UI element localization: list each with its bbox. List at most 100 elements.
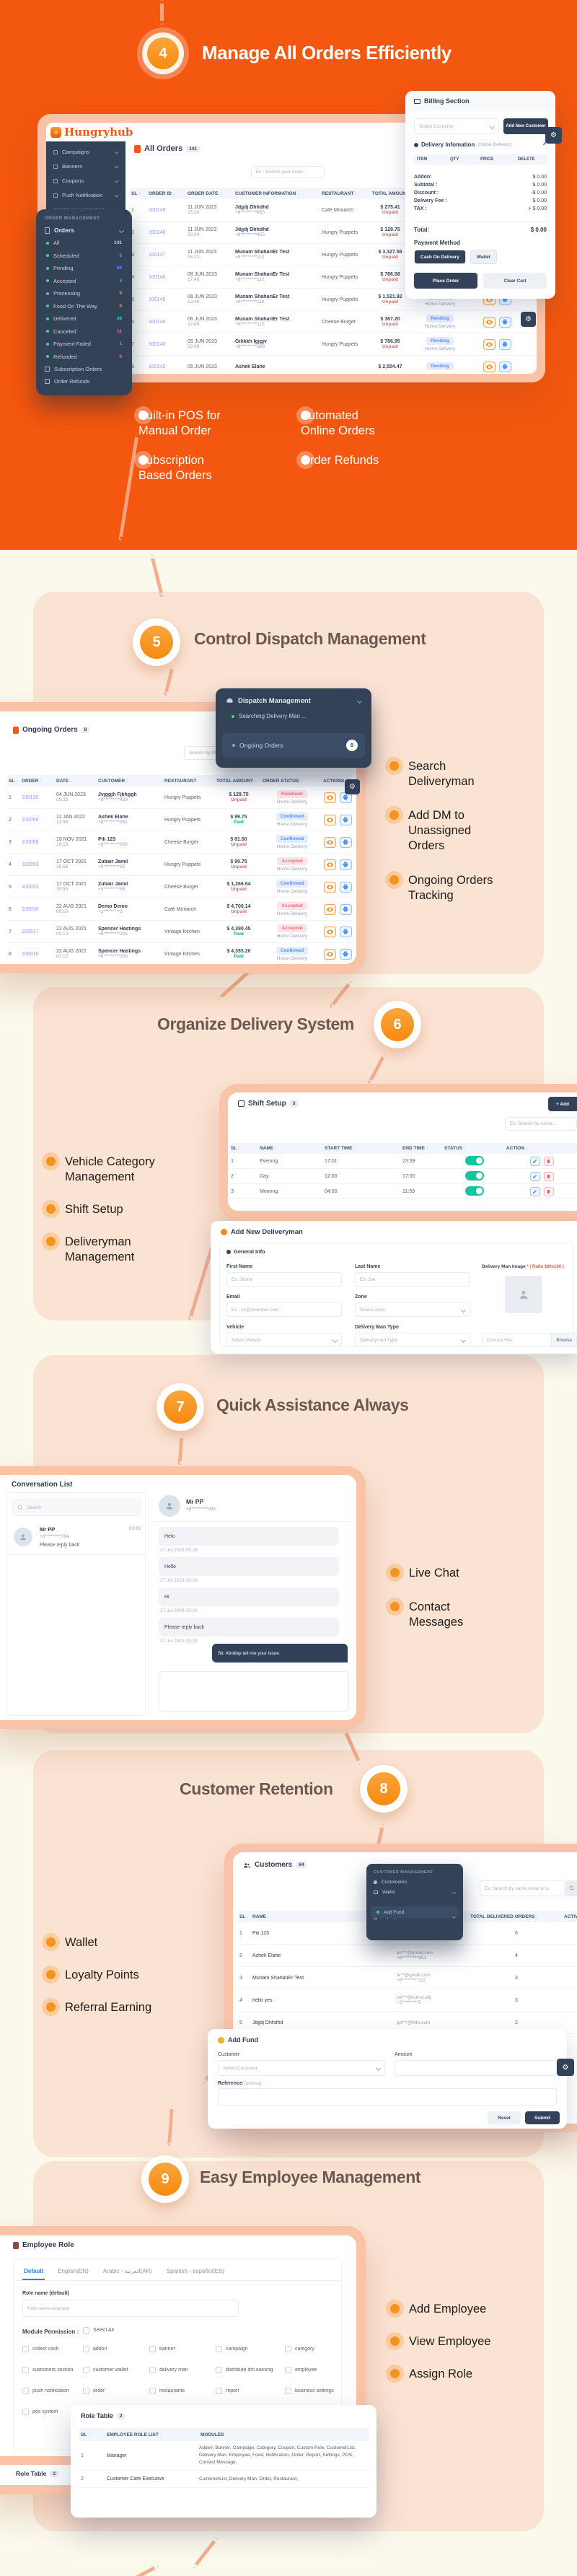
deliveryman-type-select[interactable]: Deliveryman Type	[355, 1333, 470, 1347]
print-order-button[interactable]	[339, 836, 352, 848]
view-order-button[interactable]	[323, 859, 336, 870]
chat-reply-input[interactable]	[159, 1671, 349, 1712]
column-header[interactable]: ORDER STATUS	[261, 779, 322, 784]
print-order-button[interactable]	[339, 903, 352, 915]
order-id-link[interactable]: 100145	[149, 297, 166, 302]
permission-checkbox[interactable]: campaign	[216, 2346, 285, 2352]
view-order-button[interactable]	[323, 881, 336, 893]
order-id-link[interactable]: 100130	[22, 794, 39, 800]
sidebar-item[interactable]: Campaigns	[53, 149, 119, 155]
order-id-link[interactable]: 100053	[22, 862, 39, 867]
reset-button[interactable]: Reset	[488, 2111, 521, 2124]
order-id-link[interactable]: 100146	[149, 274, 166, 280]
ongoing-row[interactable]: 3 100056 15 NOV 2021 16:15 Pili 123 +8****…	[7, 831, 352, 854]
column-header[interactable]: ORDER DATE	[186, 191, 234, 196]
order-id-link[interactable]: 100016	[22, 951, 39, 957]
permission-checkbox[interactable]: restaurants	[149, 2388, 216, 2394]
order-id-link[interactable]: 100147	[149, 252, 166, 258]
edit-button[interactable]	[529, 1156, 540, 1166]
order-id-link[interactable]: 100148	[149, 229, 166, 235]
permission-checkbox[interactable]: employee	[285, 2367, 335, 2373]
print-order-button[interactable]	[498, 361, 511, 372]
customer-row[interactable]: 4 hello yes he***@kdmd.ddj +2*********5 3	[238, 1989, 577, 2012]
dispatch-item-searching[interactable]: Searching Delivery Man ...	[216, 705, 371, 719]
language-tab[interactable]: Spanish - español(ES)	[166, 2268, 224, 2274]
zone-select[interactable]: Select Zone	[355, 1302, 470, 1317]
column-header[interactable]: RESTAURANT	[163, 779, 215, 784]
print-order-button[interactable]	[498, 316, 511, 328]
delete-button[interactable]	[543, 1156, 554, 1166]
role-name-input[interactable]: Role name example	[22, 2300, 239, 2317]
menu-item-add-fund[interactable]: Add Fund	[371, 1906, 459, 1918]
column-header[interactable]: CUSTOMER INFORMATION	[234, 191, 320, 196]
edit-button[interactable]	[529, 1186, 540, 1196]
sidebar-item[interactable]: Banners	[53, 163, 119, 170]
orders-submenu-item[interactable]: Processing 5	[42, 289, 126, 298]
column-header[interactable]: DATE	[55, 779, 97, 784]
permission-checkbox[interactable]: customer wallet	[83, 2367, 149, 2373]
permission-checkbox[interactable]: delivery man	[149, 2367, 216, 2373]
order-id-link[interactable]: 100017	[22, 929, 39, 934]
status-toggle[interactable]	[465, 1170, 484, 1180]
customers-settings-gear-icon[interactable]: ⚙	[557, 2059, 574, 2076]
permission-checkbox[interactable]: distribute dm earning	[216, 2367, 285, 2373]
dispatch-menu-parent[interactable]: Dispatch Management	[216, 688, 371, 705]
column-header[interactable]: TOTAL AMOUNT	[371, 191, 408, 196]
submit-button[interactable]: Submit	[525, 2111, 560, 2124]
order-id-link[interactable]: 100068	[22, 817, 39, 823]
view-order-button[interactable]	[323, 903, 336, 915]
menu-item[interactable]: Subscription Orders	[45, 366, 123, 372]
ongoing-row[interactable]: 4 100053 17 OCT 2021 15:56 Zubair Jamil +9…	[7, 854, 352, 876]
payment-method-button[interactable]: Cash On Delivery	[414, 250, 466, 264]
column-header[interactable]: TOTAL AMOUNT	[215, 779, 261, 784]
orders-submenu-item[interactable]: Scheduled 8	[42, 251, 126, 260]
last-name-input[interactable]: Ex: Joe	[355, 1272, 470, 1287]
permission-checkbox[interactable]: order	[83, 2388, 149, 2394]
search-button[interactable]	[565, 1880, 577, 1896]
permission-checkbox[interactable]: customers section	[22, 2367, 83, 2373]
conversation-item[interactable]: Mr PP +8*********094 Please reply back 0…	[6, 1522, 146, 1555]
ongoing-row[interactable]: 5 100052 17 OCT 2021 15:55 Zubair Jamil +9…	[7, 876, 352, 898]
menu-item-wallet[interactable]: Wallet	[366, 1885, 463, 1895]
order-row[interactable]: 6 100144 06 JUN 2023 12:49 Munam ShahariE…	[130, 311, 537, 333]
payment-method-button[interactable]: Wallet	[470, 250, 497, 264]
column-header[interactable]: SL	[7, 779, 20, 784]
permission-checkbox[interactable]: addon	[83, 2346, 149, 2352]
table-settings-gear-icon[interactable]: ⚙	[521, 312, 536, 327]
permission-checkbox[interactable]: pos system	[22, 2409, 83, 2415]
order-id-link[interactable]: 100149	[149, 207, 166, 213]
language-tab[interactable]: Arabic - العربية(AR)	[102, 2268, 152, 2274]
column-header[interactable]: CUSTOMER	[97, 779, 163, 784]
print-order-button[interactable]	[339, 881, 352, 893]
column-header[interactable]: ACTIONS	[322, 779, 352, 784]
menu-item-customers[interactable]: Customeres	[366, 1875, 463, 1885]
view-order-button[interactable]	[323, 926, 336, 937]
select-all-checkbox[interactable]: Select All	[83, 2327, 114, 2334]
ongoing-row[interactable]: 2 100068 11 JAN 2022 13:53 Ashek Elahe +8*…	[7, 809, 352, 831]
fund-customer-select[interactable]: Select Customer	[218, 2060, 385, 2076]
chat-search-input[interactable]: Search	[12, 1499, 141, 1516]
column-header[interactable]: SL	[130, 191, 147, 196]
orders-submenu-item[interactable]: Payment Failed 1	[42, 339, 126, 349]
column-header[interactable]: ORDER	[20, 779, 55, 784]
shift-search-input[interactable]: Ex: Search by name...	[505, 1117, 577, 1131]
clear-cart-button[interactable]: Clear Cart	[483, 273, 547, 289]
order-id-link[interactable]: 100144	[149, 319, 166, 325]
view-order-button[interactable]	[483, 361, 495, 372]
order-id-link[interactable]: 100056	[22, 839, 39, 845]
add-new-customer-button[interactable]: Add New Customer	[503, 118, 548, 134]
email-input[interactable]: Ex : ex@example.com	[226, 1302, 342, 1317]
status-toggle[interactable]	[465, 1155, 484, 1165]
ongoing-row[interactable]: 7 100017 22 AUG 2021 01:13 Spencer Hastin…	[7, 921, 352, 943]
dispatch-item-ongoing[interactable]: Ongoing Orders 8	[222, 733, 365, 758]
order-id-link[interactable]: 100052	[22, 884, 39, 890]
menu-item[interactable]: Order Refunds	[45, 378, 123, 385]
permission-checkbox[interactable]: collect cash	[22, 2346, 83, 2352]
column-header[interactable]: ORDER ID	[147, 191, 186, 196]
order-id-link[interactable]: 100142	[149, 364, 166, 369]
edit-delivery-icon[interactable]	[542, 140, 548, 146]
print-order-button[interactable]	[339, 814, 352, 825]
delete-button[interactable]	[543, 1171, 554, 1181]
view-order-button[interactable]	[323, 948, 336, 960]
place-order-button[interactable]: Place Order	[414, 273, 477, 289]
